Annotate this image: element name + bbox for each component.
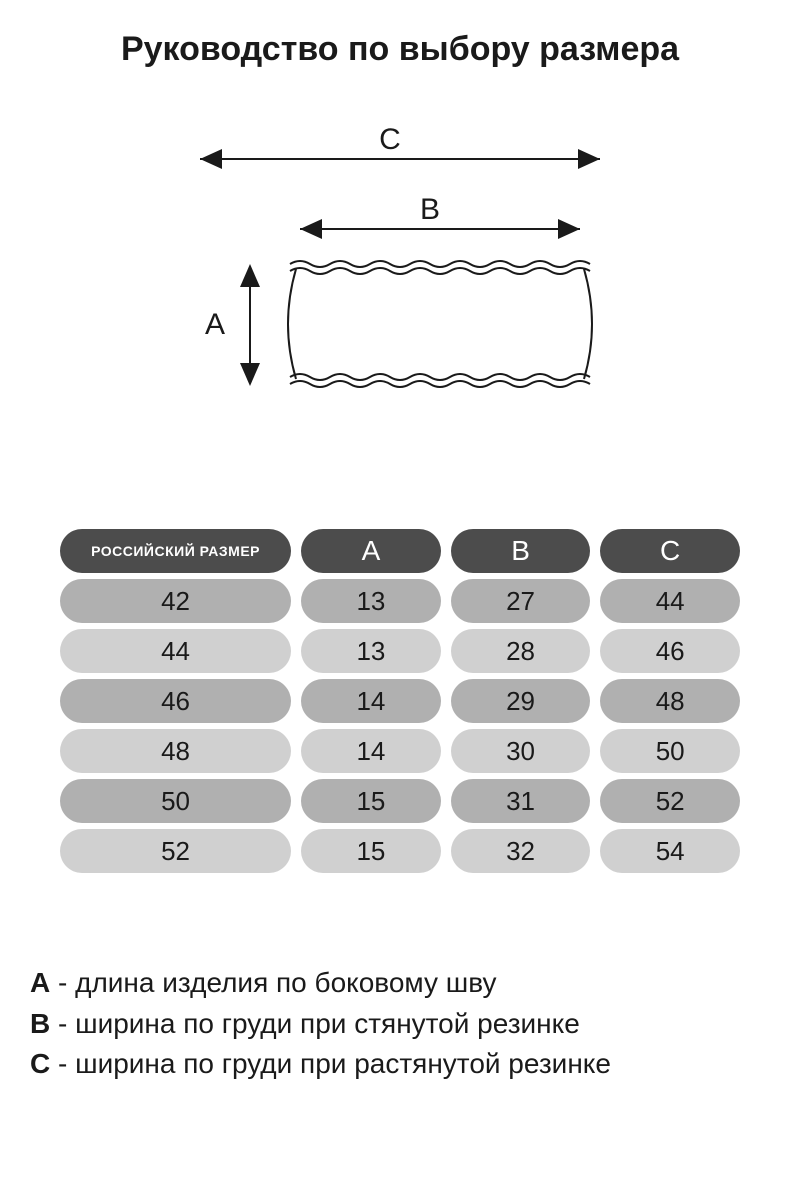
label-a: A (205, 308, 225, 341)
cell-size: 46 (60, 679, 291, 723)
header-c: C (600, 529, 740, 573)
cell-b: 27 (451, 579, 591, 623)
cell-a: 15 (301, 779, 441, 823)
cell-size: 50 (60, 779, 291, 823)
cell-b: 29 (451, 679, 591, 723)
table-row: 42 13 27 44 (60, 579, 740, 623)
cell-c: 48 (600, 679, 740, 723)
table-row: 52 15 32 54 (60, 829, 740, 873)
cell-b: 28 (451, 629, 591, 673)
legend-text: - длина изделия по боковому шву (50, 967, 496, 998)
size-table: РОССИЙСКИЙ РАЗМЕР A B C 42 13 27 44 44 1… (20, 529, 780, 873)
cell-c: 54 (600, 829, 740, 873)
legend-text: - ширина по груди при растянутой резинке (50, 1048, 611, 1079)
legend: A - длина изделия по боковому шву B - ши… (20, 963, 780, 1085)
cell-b: 32 (451, 829, 591, 873)
cell-a: 15 (301, 829, 441, 873)
cell-b: 30 (451, 729, 591, 773)
header-a: A (301, 529, 441, 573)
garment-shape (288, 261, 592, 387)
cell-c: 52 (600, 779, 740, 823)
cell-c: 44 (600, 579, 740, 623)
cell-b: 31 (451, 779, 591, 823)
legend-item: B - ширина по груди при стянутой резинке (30, 1004, 770, 1045)
page-title: Руководство по выбору размера (20, 30, 780, 69)
diagram-svg: C B A (160, 119, 640, 439)
legend-text: - ширина по груди при стянутой резинке (50, 1008, 580, 1039)
table-row: 50 15 31 52 (60, 779, 740, 823)
table-row: 44 13 28 46 (60, 629, 740, 673)
cell-c: 50 (600, 729, 740, 773)
header-size: РОССИЙСКИЙ РАЗМЕР (60, 529, 291, 573)
dimension-c: C (200, 123, 600, 169)
table-row: 46 14 29 48 (60, 679, 740, 723)
cell-a: 14 (301, 729, 441, 773)
cell-size: 42 (60, 579, 291, 623)
label-b: B (420, 193, 440, 226)
table-header-row: РОССИЙСКИЙ РАЗМЕР A B C (60, 529, 740, 573)
dimension-b: B (300, 193, 580, 239)
measurement-diagram: C B A (20, 119, 780, 439)
cell-size: 44 (60, 629, 291, 673)
dimension-a: A (205, 264, 260, 386)
cell-size: 48 (60, 729, 291, 773)
cell-size: 52 (60, 829, 291, 873)
legend-item: C - ширина по груди при растянутой резин… (30, 1044, 770, 1085)
header-b: B (451, 529, 591, 573)
cell-a: 13 (301, 629, 441, 673)
legend-item: A - длина изделия по боковому шву (30, 963, 770, 1004)
legend-key: C (30, 1048, 50, 1079)
cell-a: 13 (301, 579, 441, 623)
table-row: 48 14 30 50 (60, 729, 740, 773)
cell-c: 46 (600, 629, 740, 673)
legend-key: A (30, 967, 50, 998)
legend-key: B (30, 1008, 50, 1039)
label-c: C (379, 123, 401, 156)
cell-a: 14 (301, 679, 441, 723)
